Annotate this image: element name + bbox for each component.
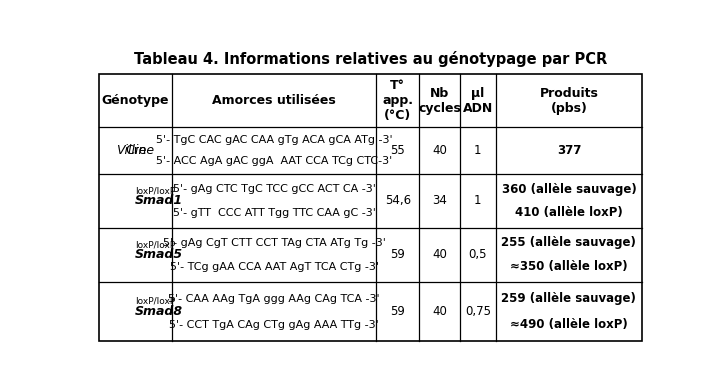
Text: 5'- CCT TgA CAg CTg gAg AAA TTg -3': 5'- CCT TgA CAg CTg gAg AAA TTg -3' [169, 320, 379, 330]
Text: loxP/loxP: loxP/loxP [135, 297, 176, 306]
Text: Nb
cycles: Nb cycles [419, 87, 461, 115]
Text: 40: 40 [432, 305, 448, 318]
Text: 1: 1 [474, 144, 482, 157]
Text: 5'- ACC AgA gAC ggA  AAT CCA TCg CTC-3': 5'- ACC AgA gAC ggA AAT CCA TCg CTC-3' [156, 156, 392, 166]
Text: 410 (allèle loxP): 410 (allèle loxP) [515, 206, 623, 219]
Text: T°
app.
(°C): T° app. (°C) [382, 79, 414, 122]
Text: µl
ADN: µl ADN [463, 87, 493, 115]
Text: Amorces utilisées: Amorces utilisées [212, 94, 336, 107]
Text: 40: 40 [432, 144, 448, 157]
Text: 5'- gAg CTC TgC TCC gCC ACT CA -3': 5'- gAg CTC TgC TCC gCC ACT CA -3' [173, 184, 375, 194]
Text: 55: 55 [390, 144, 405, 157]
Text: 259 (allèle sauvage): 259 (allèle sauvage) [502, 292, 636, 305]
Text: 5'- TgC CAC gAC CAA gTg ACA gCA ATg -3': 5'- TgC CAC gAC CAA gTg ACA gCA ATg -3' [155, 135, 393, 145]
Text: 40: 40 [432, 248, 448, 261]
Text: loxP/loxP: loxP/loxP [135, 241, 176, 250]
Text: 5'- TCg gAA CCA AAT AgT TCA CTg -3': 5'- TCg gAA CCA AAT AgT TCA CTg -3' [170, 262, 379, 272]
Text: 0,75: 0,75 [465, 305, 491, 318]
Text: Villine: Villine [116, 144, 154, 157]
Text: ≈350 (allèle loxP): ≈350 (allèle loxP) [510, 261, 628, 273]
Text: Produits
(pbs): Produits (pbs) [539, 87, 599, 115]
Text: 5'- gAg CgT CTT CCT TAg CTA ATg Tg -3': 5'- gAg CgT CTT CCT TAg CTA ATg Tg -3' [163, 238, 385, 248]
Text: 5'- CAA AAg TgA ggg AAg CAg TCA -3': 5'- CAA AAg TgA ggg AAg CAg TCA -3' [168, 294, 380, 304]
Text: ≈490 (allèle loxP): ≈490 (allèle loxP) [510, 318, 628, 331]
Text: 34: 34 [432, 194, 448, 207]
Text: loxP/loxP: loxP/loxP [135, 187, 176, 196]
Text: Smad8: Smad8 [134, 305, 183, 318]
Text: 5'- gTT  CCC ATT Tgg TTC CAA gC -3': 5'- gTT CCC ATT Tgg TTC CAA gC -3' [173, 207, 375, 218]
Text: Smad5: Smad5 [134, 248, 183, 261]
Text: Génotype: Génotype [102, 94, 169, 107]
Text: 59: 59 [390, 248, 405, 261]
Text: 360 (allèle sauvage): 360 (allèle sauvage) [502, 183, 636, 195]
Text: Cre: Cre [125, 144, 147, 157]
Text: Smad1: Smad1 [134, 194, 183, 207]
Text: 59: 59 [390, 305, 405, 318]
Text: 0,5: 0,5 [469, 248, 487, 261]
Text: 255 (allèle sauvage): 255 (allèle sauvage) [502, 236, 636, 249]
Text: 1: 1 [474, 194, 482, 207]
Text: 54,6: 54,6 [385, 194, 411, 207]
Text: Tableau 4. Informations relatives au génotypage par PCR: Tableau 4. Informations relatives au gén… [134, 51, 607, 67]
Text: 377: 377 [557, 144, 581, 157]
